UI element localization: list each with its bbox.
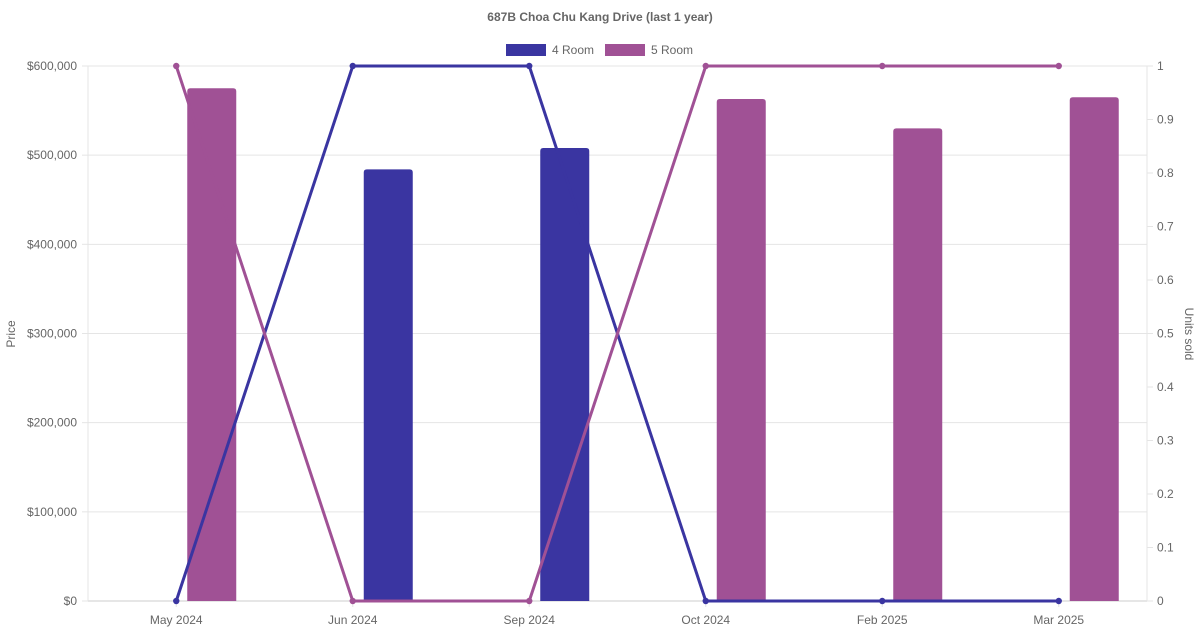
right-tick-label: 1	[1157, 59, 1164, 73]
left-tick-label: $200,000	[27, 416, 77, 430]
left-tick-label: $300,000	[27, 327, 77, 341]
point-5-room	[349, 597, 356, 605]
point-5-room	[1055, 62, 1062, 70]
x-tick-label: Oct 2024	[681, 613, 730, 627]
right-tick-label: 0.9	[1157, 113, 1174, 127]
point-4-room	[1055, 597, 1062, 605]
right-tick-label: 0.3	[1157, 434, 1174, 448]
bar-5-room	[716, 98, 766, 601]
right-tick-label: 0.1	[1157, 541, 1174, 555]
point-5-room	[173, 62, 180, 70]
x-tick-label: Jun 2024	[328, 613, 378, 627]
point-5-room	[702, 62, 709, 70]
point-4-room	[702, 597, 709, 605]
bar-4-room	[540, 148, 590, 602]
point-4-room	[526, 62, 533, 70]
bar-5-room	[187, 88, 237, 601]
right-tick-label: 0	[1157, 594, 1164, 608]
legend-swatch-4-room	[506, 44, 546, 56]
left-tick-label: $400,000	[27, 237, 77, 251]
bar-5-room	[1069, 97, 1119, 601]
point-4-room	[879, 597, 886, 605]
left-tick-label: $100,000	[27, 505, 77, 519]
left-tick-label: $0	[64, 594, 78, 608]
right-axis-ticks: 0 0.1 0.2 0.3 0.4 0.5 0.6 0.7 0.8 0.9 1	[1157, 59, 1174, 608]
legend-label-5-room: 5 Room	[651, 43, 693, 57]
x-tick-label: May 2024	[150, 613, 203, 627]
right-tick-label: 0.4	[1157, 380, 1174, 394]
left-axis-title: Price	[4, 320, 18, 348]
point-4-room	[349, 62, 356, 70]
price-bars	[187, 88, 1119, 602]
right-tick-label: 0.2	[1157, 487, 1174, 501]
x-axis-ticks: May 2024 Jun 2024 Sep 2024 Oct 2024 Feb 2025…	[150, 613, 1085, 627]
right-tick-label: 0.7	[1157, 220, 1174, 234]
legend: 4 Room 5 Room	[506, 43, 693, 57]
bar-5-room	[893, 128, 943, 601]
legend-swatch-5-room	[605, 44, 645, 56]
legend-item-5-room[interactable]: 5 Room	[605, 43, 693, 57]
point-5-room	[879, 62, 886, 70]
legend-label-4-room: 4 Room	[552, 43, 594, 57]
right-tick-label: 0.6	[1157, 273, 1174, 287]
x-tick-label: Feb 2025	[857, 613, 908, 627]
x-tick-label: Mar 2025	[1033, 613, 1084, 627]
right-axis-title: Units sold	[1182, 308, 1196, 361]
chart-title: 687B Choa Chu Kang Drive (last 1 year)	[487, 10, 712, 24]
left-tick-label: $600,000	[27, 59, 77, 73]
right-tick-label: 0.5	[1157, 327, 1174, 341]
bar-4-room	[363, 169, 413, 601]
line-5-room	[174, 64, 1059, 603]
legend-item-4-room[interactable]: 4 Room	[506, 43, 594, 57]
point-5-room	[526, 597, 533, 605]
units-points	[173, 62, 1062, 605]
right-tick-label: 0.8	[1157, 166, 1174, 180]
units-lines	[174, 64, 1059, 603]
left-tick-label: $500,000	[27, 148, 77, 162]
point-4-room	[173, 597, 180, 605]
x-tick-label: Sep 2024	[504, 613, 556, 627]
left-axis-ticks: $0 $100,000 $200,000 $300,000 $400,000 $500,0…	[27, 59, 77, 608]
